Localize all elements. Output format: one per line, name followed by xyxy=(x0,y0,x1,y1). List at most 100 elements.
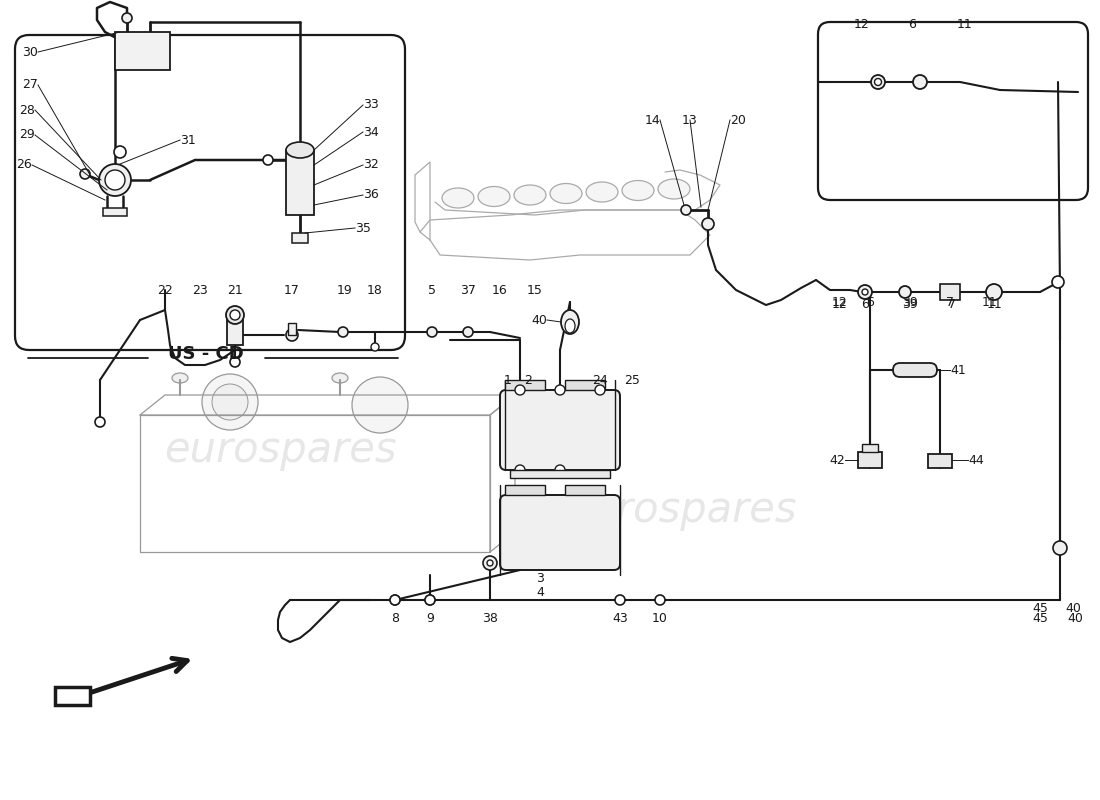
Text: 14: 14 xyxy=(645,114,660,126)
Circle shape xyxy=(1052,276,1064,288)
Text: 24: 24 xyxy=(592,374,608,386)
Ellipse shape xyxy=(442,188,474,208)
Circle shape xyxy=(338,327,348,337)
Text: 11: 11 xyxy=(982,295,998,309)
Circle shape xyxy=(390,595,400,605)
Circle shape xyxy=(487,560,493,566)
Circle shape xyxy=(913,75,927,89)
Text: 43: 43 xyxy=(612,611,628,625)
Circle shape xyxy=(871,75,886,89)
Text: 19: 19 xyxy=(337,283,353,297)
Circle shape xyxy=(556,385,565,395)
Text: 11: 11 xyxy=(957,18,972,31)
Circle shape xyxy=(556,465,565,475)
Bar xyxy=(565,380,605,390)
Text: US - CD: US - CD xyxy=(168,345,244,363)
Text: 25: 25 xyxy=(624,374,640,386)
Text: 39: 39 xyxy=(902,298,917,311)
Circle shape xyxy=(202,374,258,430)
Text: 4: 4 xyxy=(536,586,543,598)
Ellipse shape xyxy=(172,373,188,383)
Text: 9: 9 xyxy=(426,611,433,625)
Text: 35: 35 xyxy=(355,222,371,234)
Circle shape xyxy=(862,289,868,295)
Ellipse shape xyxy=(621,181,654,201)
Circle shape xyxy=(858,285,872,299)
Ellipse shape xyxy=(565,319,575,333)
Bar xyxy=(103,208,127,216)
Text: 31: 31 xyxy=(180,134,196,146)
Circle shape xyxy=(702,218,714,230)
Ellipse shape xyxy=(586,182,618,202)
Text: 40: 40 xyxy=(1065,602,1081,614)
FancyBboxPatch shape xyxy=(893,363,937,377)
Circle shape xyxy=(463,327,473,337)
Circle shape xyxy=(230,310,240,320)
Ellipse shape xyxy=(286,142,313,158)
Circle shape xyxy=(104,170,125,190)
Circle shape xyxy=(654,595,666,605)
Bar xyxy=(505,380,544,390)
Bar xyxy=(288,323,296,335)
Ellipse shape xyxy=(561,310,579,334)
Text: 16: 16 xyxy=(492,283,508,297)
Circle shape xyxy=(986,284,1002,300)
Text: 15: 15 xyxy=(527,283,543,297)
Text: 1: 1 xyxy=(504,374,512,386)
Text: 36: 36 xyxy=(363,189,378,202)
Text: 22: 22 xyxy=(157,283,173,297)
Text: 10: 10 xyxy=(652,611,668,625)
FancyBboxPatch shape xyxy=(15,35,405,350)
Text: 7: 7 xyxy=(946,295,954,309)
Text: 27: 27 xyxy=(22,78,38,91)
Text: 40: 40 xyxy=(531,314,547,326)
Circle shape xyxy=(230,357,240,367)
Text: 11: 11 xyxy=(987,298,1003,311)
Bar xyxy=(862,444,878,452)
Text: 38: 38 xyxy=(482,611,498,625)
Circle shape xyxy=(1053,541,1067,555)
Bar xyxy=(928,454,952,468)
Text: 34: 34 xyxy=(363,126,378,138)
Text: 42: 42 xyxy=(829,454,845,466)
Ellipse shape xyxy=(550,183,582,203)
Text: 39: 39 xyxy=(902,295,917,309)
Bar xyxy=(227,315,243,345)
Text: 40: 40 xyxy=(1067,611,1082,625)
Text: 21: 21 xyxy=(227,283,243,297)
Circle shape xyxy=(874,78,881,86)
Circle shape xyxy=(483,556,497,570)
Circle shape xyxy=(899,286,911,298)
Circle shape xyxy=(425,595,435,605)
Text: 30: 30 xyxy=(22,46,38,58)
Text: 6: 6 xyxy=(866,295,873,309)
Text: 12: 12 xyxy=(832,298,848,311)
Bar xyxy=(565,485,605,495)
Circle shape xyxy=(80,169,90,179)
Bar xyxy=(292,233,308,243)
Bar xyxy=(505,485,544,495)
Circle shape xyxy=(515,465,525,475)
Text: 12: 12 xyxy=(832,295,848,309)
Circle shape xyxy=(286,329,298,341)
Text: 2: 2 xyxy=(524,374,532,386)
Bar xyxy=(286,150,313,215)
Text: 5: 5 xyxy=(428,283,436,297)
Circle shape xyxy=(515,385,525,395)
FancyBboxPatch shape xyxy=(500,495,620,570)
Bar xyxy=(116,32,170,70)
Text: 32: 32 xyxy=(363,158,378,171)
Bar xyxy=(858,452,882,468)
Circle shape xyxy=(595,385,605,395)
Text: 8: 8 xyxy=(390,611,399,625)
Text: 41: 41 xyxy=(950,363,966,377)
Bar xyxy=(55,687,90,705)
Circle shape xyxy=(226,306,244,324)
Text: 26: 26 xyxy=(16,158,32,171)
Text: 7: 7 xyxy=(948,298,956,311)
Text: 44: 44 xyxy=(968,454,983,466)
Circle shape xyxy=(681,205,691,215)
FancyBboxPatch shape xyxy=(500,390,620,470)
Ellipse shape xyxy=(658,179,690,199)
Circle shape xyxy=(212,384,248,420)
